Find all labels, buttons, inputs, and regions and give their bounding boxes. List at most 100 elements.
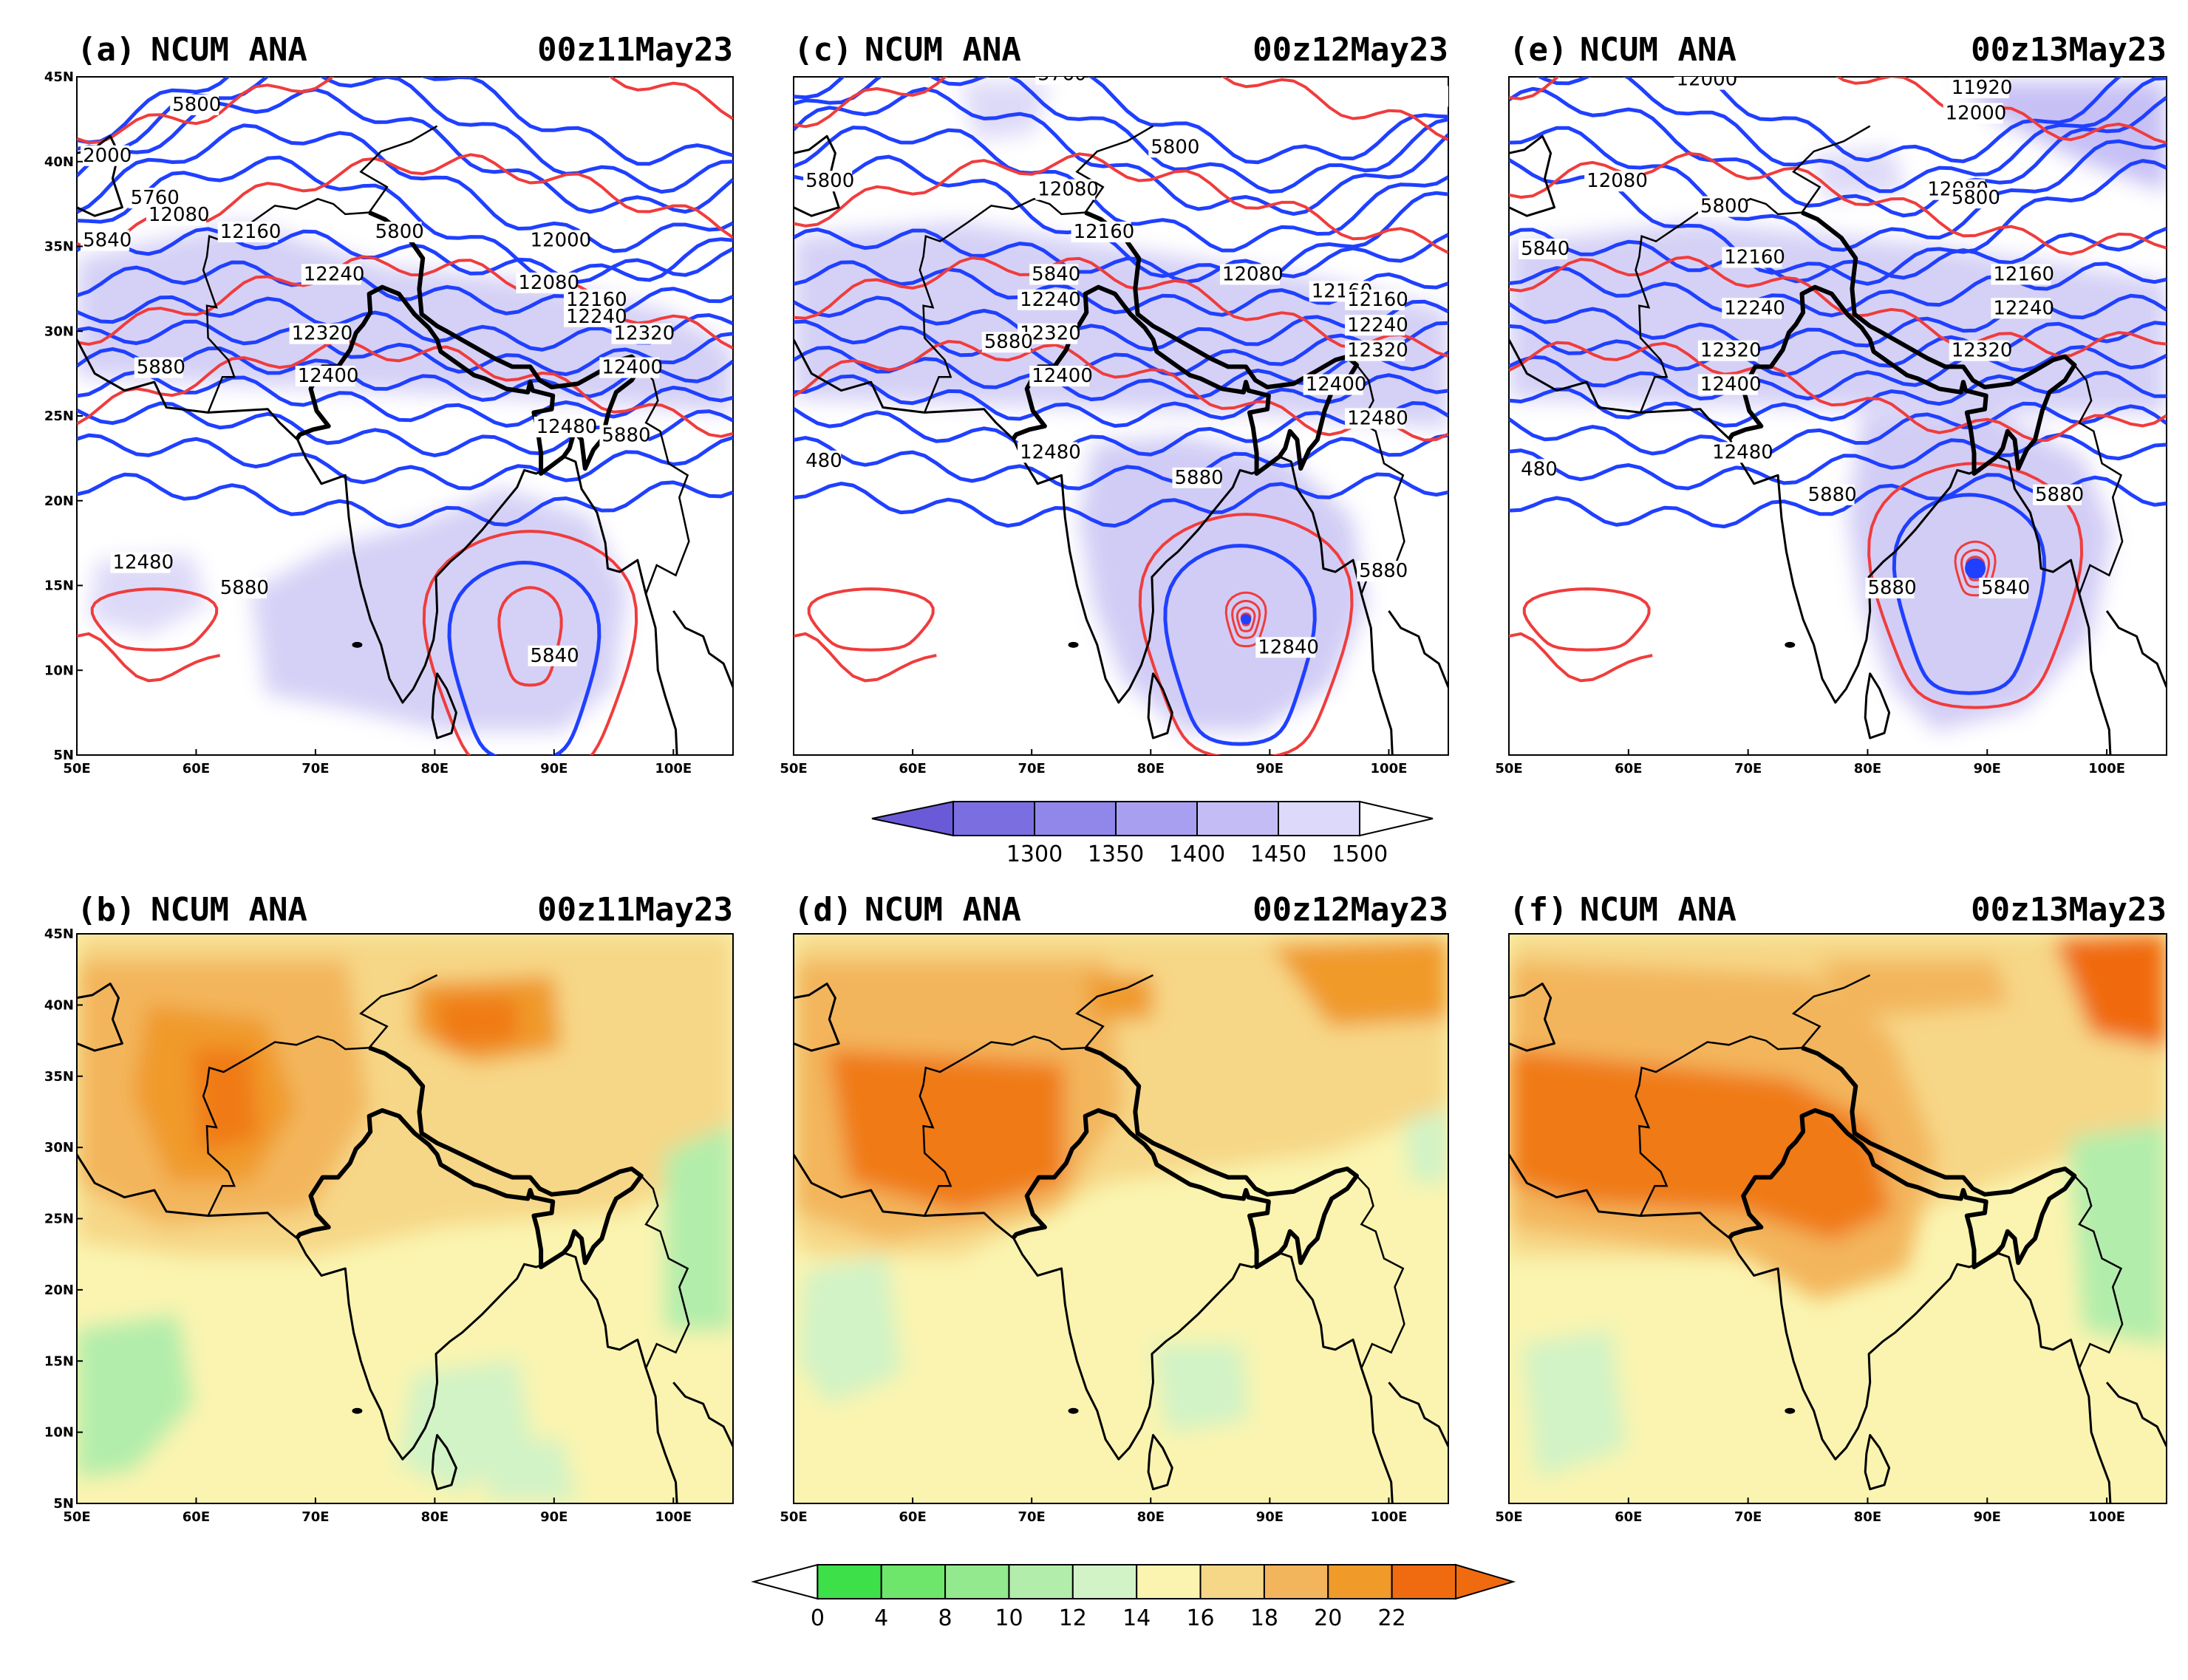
lon-tick-label: 80E bbox=[421, 1509, 449, 1525]
contour-label-bg bbox=[1029, 366, 1090, 387]
panel-f-label: (f) bbox=[1509, 891, 1567, 929]
blue-contour bbox=[1509, 370, 2167, 428]
contour-label-bg bbox=[217, 222, 278, 243]
blue-contour bbox=[794, 77, 1448, 194]
contour-label: 12160 bbox=[1074, 221, 1135, 243]
blue-contour bbox=[77, 472, 733, 529]
blue-contour bbox=[1509, 86, 2167, 218]
blue-contour bbox=[1509, 226, 2167, 284]
blue-contour bbox=[794, 154, 1448, 284]
contour-label: 5880 bbox=[220, 577, 269, 599]
contour-label-bg bbox=[534, 416, 594, 437]
blue-contour bbox=[1509, 293, 2167, 352]
blue-contour bbox=[794, 319, 1448, 377]
lat-tick-label: 45N bbox=[44, 69, 74, 85]
blue-contour bbox=[77, 155, 733, 282]
island bbox=[1068, 641, 1079, 648]
red-contour bbox=[794, 256, 1448, 358]
storm-contour bbox=[1163, 544, 1317, 746]
contour-label-bg bbox=[528, 645, 577, 666]
island bbox=[1785, 641, 1796, 648]
contour-label: 12000 bbox=[1448, 85, 1510, 107]
contour-label-bg bbox=[1035, 77, 1085, 85]
contour-label-bg bbox=[1722, 247, 1782, 268]
coastline bbox=[77, 1154, 678, 1503]
contour-label-bg bbox=[1446, 86, 1448, 107]
contour-label: 12400 bbox=[1032, 365, 1093, 387]
lon-tick-label: 60E bbox=[1615, 761, 1642, 776]
contour-label: 5840 bbox=[83, 230, 132, 252]
lon-tick-label: 80E bbox=[1137, 1509, 1165, 1525]
blue-contour bbox=[794, 472, 1448, 528]
lat-tick-label: 25N bbox=[44, 1212, 74, 1227]
storm-center bbox=[1965, 558, 1986, 579]
india-border bbox=[294, 1045, 644, 1269]
panel-d-label: (d) bbox=[794, 891, 852, 929]
colorbar-top: 1300 1350 1400 1450 1500 bbox=[871, 800, 1434, 867]
contour-label: 5840 bbox=[1981, 577, 2030, 599]
red-contour bbox=[794, 340, 1448, 442]
contour-label-bg bbox=[1345, 340, 1405, 361]
contour-label: 12000 bbox=[1677, 68, 1738, 90]
contour-label: 12400 bbox=[1306, 374, 1367, 396]
red-contour bbox=[77, 338, 733, 438]
contour-label-bg bbox=[1519, 238, 1568, 259]
lat-tick-label: 35N bbox=[44, 239, 74, 255]
colorbar-cap bbox=[871, 800, 954, 837]
blue-contour bbox=[77, 77, 733, 166]
panel-d-model: NCUM ANA bbox=[865, 891, 1021, 929]
lon-tick-label: 50E bbox=[1495, 761, 1522, 776]
lon-tick-label: 70E bbox=[1734, 1509, 1762, 1525]
contour-label-bg bbox=[1029, 264, 1079, 285]
contour-label-bg bbox=[1345, 408, 1405, 429]
red-contour bbox=[90, 587, 219, 652]
lon-tick-label: 70E bbox=[301, 1509, 329, 1525]
red-contour bbox=[1509, 341, 2167, 443]
panel-f-date: 00z13May23 bbox=[1971, 891, 2167, 929]
contour-label-bg bbox=[110, 552, 171, 573]
india-border bbox=[1010, 210, 1359, 476]
contour-label: 12160 bbox=[220, 221, 282, 243]
lon-tick-label: 50E bbox=[780, 1509, 807, 1525]
lat-tick-label: 30N bbox=[44, 1140, 74, 1155]
coastline bbox=[1356, 1175, 1405, 1369]
panel-b-map bbox=[77, 974, 733, 1503]
contour-labels: 5800 2000 5760 12080 12160 5840 12240 12320 5880… bbox=[81, 68, 2084, 667]
contour-label: 12160 bbox=[1993, 263, 2054, 285]
coastline bbox=[1509, 134, 1555, 217]
contour-label-bg bbox=[1018, 442, 1078, 463]
blue-contour bbox=[77, 319, 733, 377]
colorbar-cap bbox=[1359, 800, 1434, 837]
red-contour bbox=[794, 152, 1448, 254]
shading-lavender bbox=[77, 222, 733, 731]
coastline bbox=[77, 339, 678, 755]
panel-e-contour-labels: 1200011920120001208012080580058005840121… bbox=[1519, 68, 2084, 599]
contour-label: 5800 bbox=[1151, 136, 1199, 158]
contour-label: 480 bbox=[805, 450, 842, 472]
contour-label-bg bbox=[1519, 459, 1557, 480]
coastline bbox=[202, 1035, 369, 1217]
coastline bbox=[1509, 1153, 2112, 1503]
contour-label-bg bbox=[289, 323, 350, 344]
contour-label: 5880 bbox=[2035, 484, 2084, 506]
panel-d-map bbox=[794, 974, 1448, 1503]
lon-tick-label: 100E bbox=[2088, 761, 2125, 776]
panel-b-date: 00z11May23 bbox=[537, 891, 733, 929]
contour-label: 5800 bbox=[1700, 196, 1749, 218]
colorbar-swatch bbox=[817, 1564, 882, 1599]
coastline bbox=[794, 134, 840, 217]
contour-label: 12480 bbox=[1347, 407, 1408, 429]
contour-label: 5880 bbox=[601, 424, 650, 446]
contour-label: 12320 bbox=[292, 323, 353, 345]
contour-label: 12400 bbox=[601, 357, 663, 379]
coastline bbox=[1864, 1434, 1891, 1491]
panel-b-ticks: 50E 60E 70E 80E 90E 100E 45N 40N 35N 30N 25N 20N 15N… bbox=[44, 926, 692, 1525]
contour-label: 12240 bbox=[1724, 297, 1785, 319]
colorbar-tick-label: 1500 bbox=[1332, 841, 1388, 867]
contour-label: 5840 bbox=[531, 645, 579, 667]
contour-label-bg bbox=[2033, 484, 2082, 505]
lon-tick-label: 90E bbox=[1974, 761, 2001, 776]
contour-label-bg bbox=[1345, 315, 1405, 336]
contour-label: 5800 bbox=[805, 170, 854, 192]
lon-tick-label: 90E bbox=[540, 761, 568, 776]
